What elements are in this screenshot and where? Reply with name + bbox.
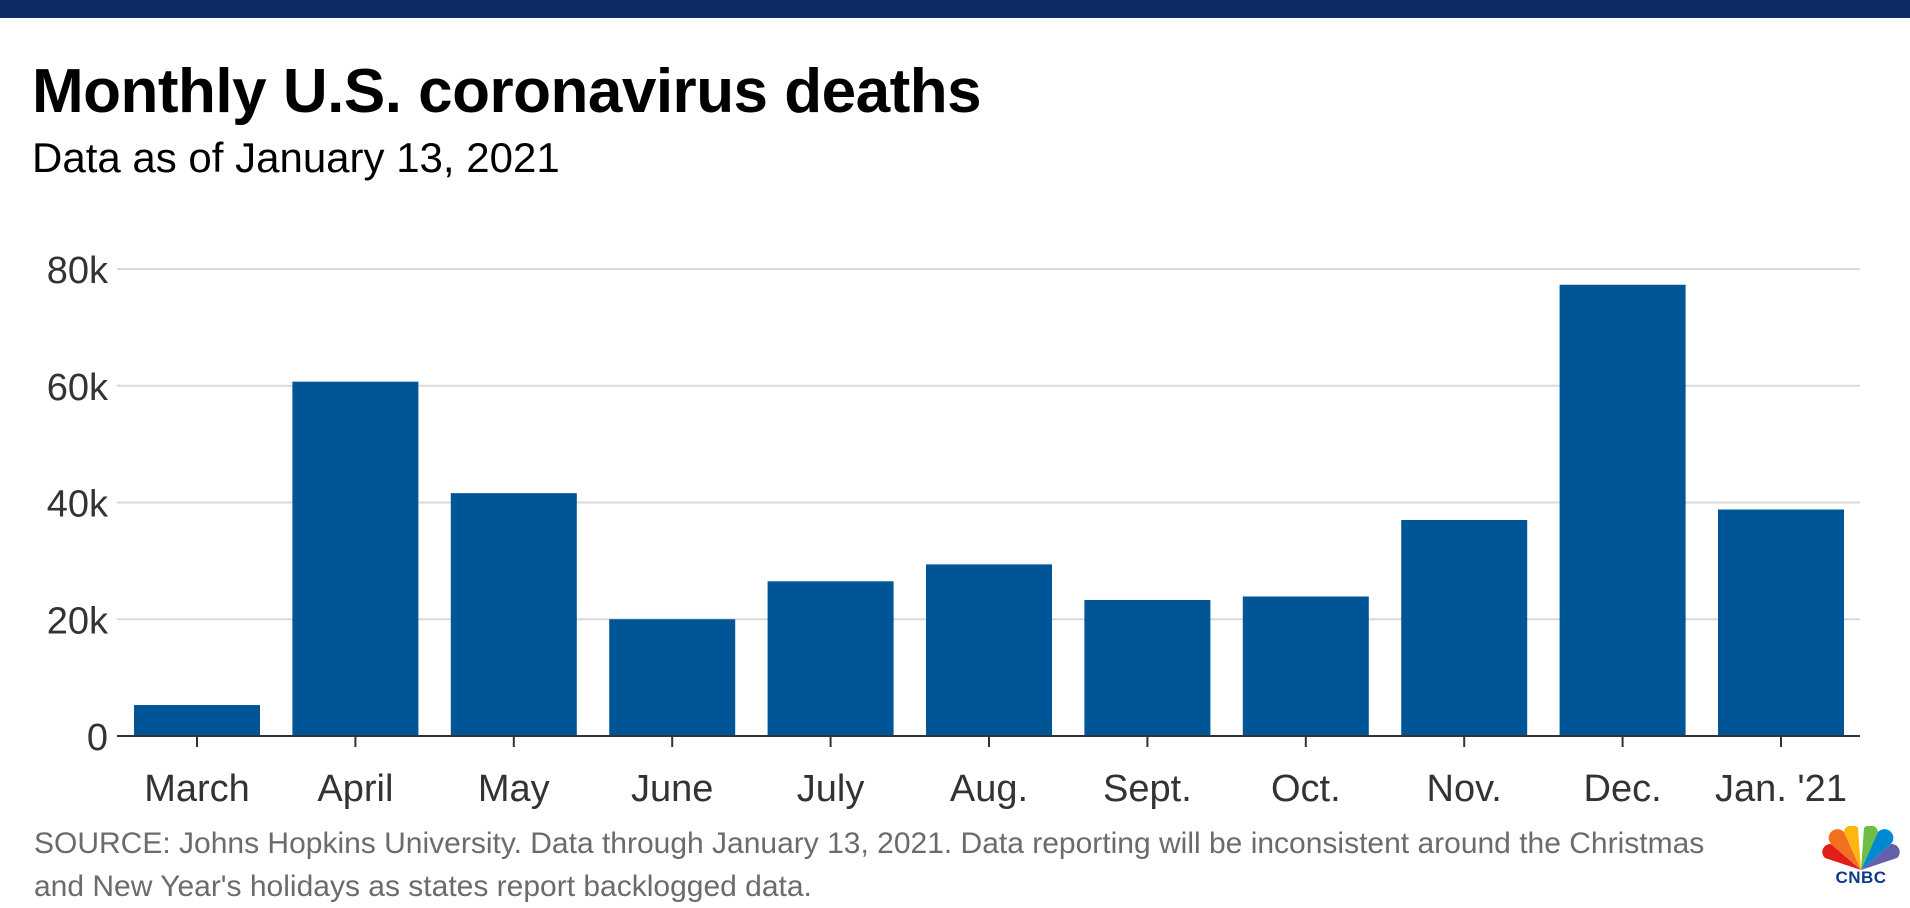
bar bbox=[609, 619, 736, 736]
x-tick-label: April bbox=[317, 768, 393, 810]
x-tick-label: July bbox=[797, 768, 865, 810]
bar bbox=[1559, 284, 1686, 736]
top-accent-bar bbox=[0, 0, 1910, 18]
y-tick-label: 60k bbox=[47, 367, 109, 409]
x-tick-label: Dec. bbox=[1584, 768, 1662, 810]
x-tick-label: Aug. bbox=[950, 768, 1028, 810]
y-tick-label: 20k bbox=[47, 600, 109, 642]
bar bbox=[767, 581, 894, 736]
bar bbox=[134, 705, 260, 736]
bar bbox=[1401, 520, 1528, 736]
bar bbox=[450, 493, 577, 736]
x-tick-label: March bbox=[144, 768, 250, 810]
peacock-icon bbox=[1822, 825, 1900, 870]
logo-wordmark: CNBC bbox=[1835, 868, 1887, 887]
x-tick-label: May bbox=[478, 768, 550, 810]
bar bbox=[926, 564, 1052, 736]
chart-title: Monthly U.S. coronavirus deaths bbox=[32, 57, 982, 126]
y-tick-label: 80k bbox=[47, 250, 109, 292]
cnbc-logo: CNBC bbox=[1818, 825, 1904, 890]
y-tick-label: 0 bbox=[87, 717, 108, 759]
x-tick-label: Nov. bbox=[1427, 768, 1502, 810]
bar bbox=[1718, 509, 1844, 736]
y-tick-label: 40k bbox=[47, 484, 109, 526]
chart-subtitle: Data as of January 13, 2021 bbox=[32, 134, 560, 181]
source-note: SOURCE: Johns Hopkins University. Data t… bbox=[34, 827, 1705, 903]
bar bbox=[292, 381, 419, 736]
x-tick-label: Jan. '21 bbox=[1715, 768, 1847, 810]
bar-chart: 0 20k 40k 60k 80k March April May June July Aug. Se… bbox=[47, 250, 1860, 810]
x-tick-label: June bbox=[631, 768, 713, 810]
x-tick-label: Sept. bbox=[1103, 768, 1192, 810]
x-tick-label: Oct. bbox=[1271, 768, 1341, 810]
bar bbox=[1084, 599, 1211, 736]
bar bbox=[1242, 596, 1369, 736]
